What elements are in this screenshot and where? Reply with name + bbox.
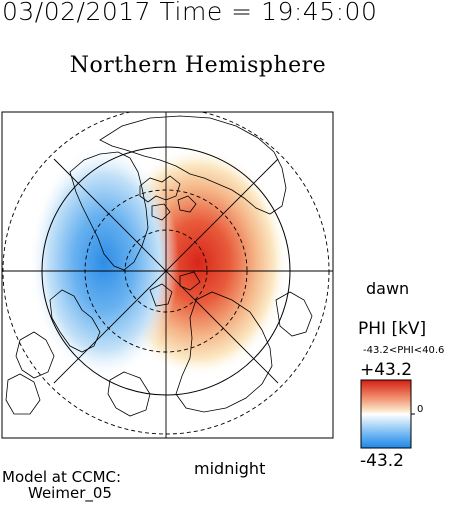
time-text: Time = 19:45:00 [159, 0, 378, 26]
date-text: 03/02/2017 [2, 0, 152, 26]
coastlines [5, 115, 313, 417]
colorbar [360, 379, 412, 449]
meridian-lines [2, 112, 333, 438]
model-name-label: Weimer_05 [28, 484, 112, 502]
dawn-label: dawn [366, 279, 410, 298]
colorbar-range: -43.2<PHI<40.6 [363, 345, 445, 356]
colorbar-max-label: +43.2 [360, 360, 413, 380]
hemisphere-title: Northern Hemisphere [69, 53, 327, 78]
colorbar-zero-label: 0 [417, 404, 424, 415]
model-source-label: Model at CCMC: [2, 468, 122, 486]
colorbar-title: PHI [kV] [358, 319, 427, 339]
midnight-label: midnight [194, 459, 266, 478]
colorbar-min-label: -43.2 [360, 451, 404, 471]
date-time-header: 03/02/2017 Time = 19:45:00 [2, 0, 377, 26]
negative-potential-cell [29, 144, 179, 380]
